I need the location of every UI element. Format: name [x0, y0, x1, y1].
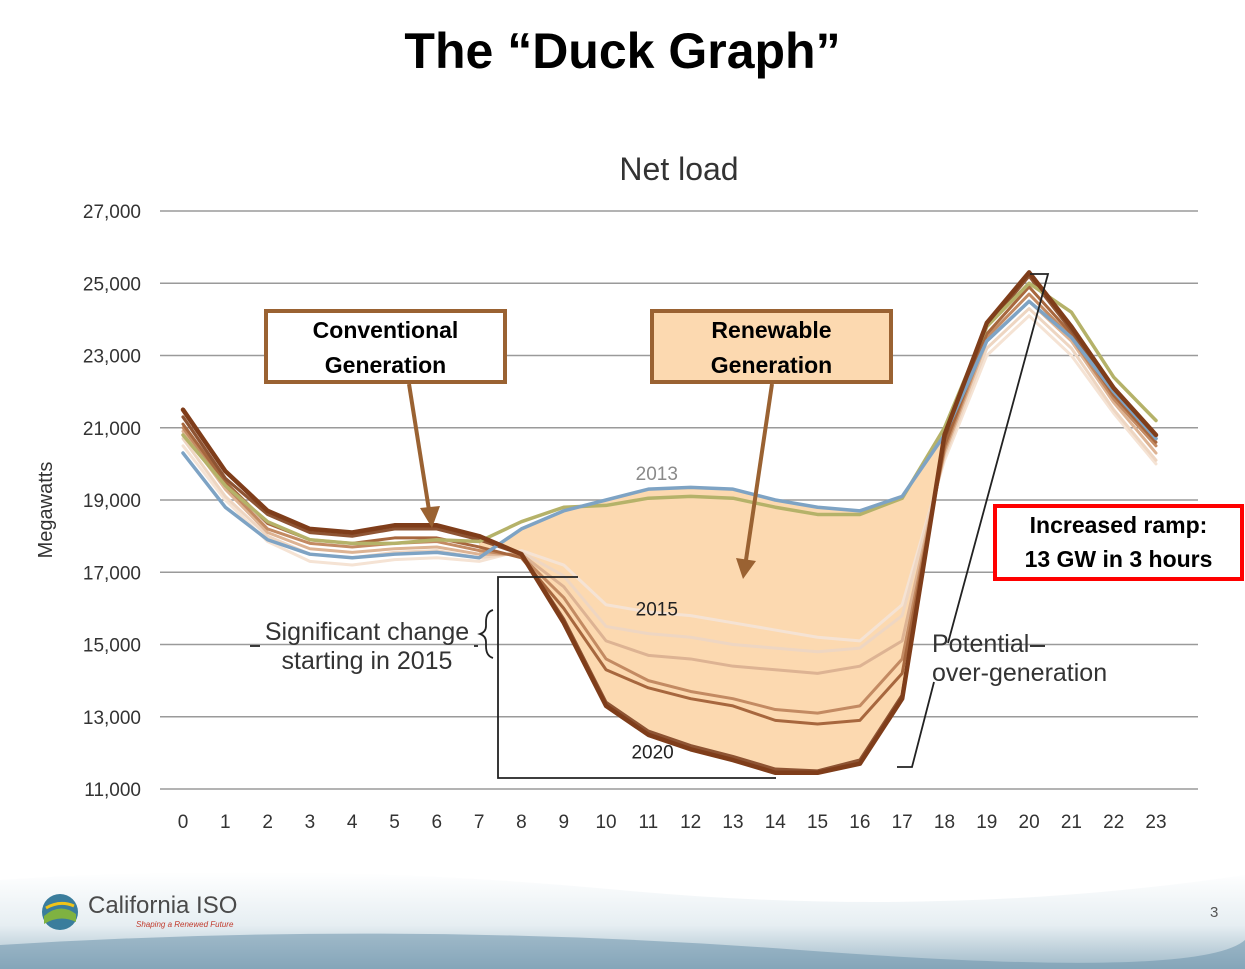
- y-tick-label: 21,000: [83, 419, 141, 440]
- series-lines: [180, 270, 1159, 775]
- x-tick-label: 6: [432, 812, 443, 833]
- ramp-callout-line1: Increased ramp:: [1029, 512, 1208, 538]
- renewable-callout-line1: Renewable: [711, 317, 832, 343]
- y-tick-label: 11,000: [84, 780, 141, 801]
- increased-ramp-callout: Increased ramp: 13 GW in 3 hours: [993, 504, 1244, 581]
- significant-change-bracket: [497, 576, 776, 779]
- x-axis-ticks: 0 1 2 3 4 5 6 7 8 9 10 11 12 13 14 15 16 17 18 19 20 21 22 23: [178, 812, 1167, 833]
- x-tick-label: 23: [1145, 812, 1166, 833]
- renewable-arrow-head: [736, 558, 756, 579]
- conventional-arrow-line: [407, 383, 431, 511]
- x-tick-label: 20: [1019, 812, 1040, 833]
- x-tick-label: 19: [976, 812, 997, 833]
- conventional-arrow-head: [420, 506, 440, 528]
- annotation-brackets: [250, 273, 1050, 779]
- x-tick-label: 10: [595, 812, 616, 833]
- x-tick-label: 1: [220, 812, 231, 833]
- series-line: [181, 299, 1158, 560]
- page-number: 3: [1210, 904, 1219, 921]
- x-tick-label: 7: [474, 812, 485, 833]
- y-tick-label: 17,000: [83, 563, 141, 584]
- x-tick-label: 14: [765, 812, 787, 833]
- significant-change-label: Significant change: [265, 618, 469, 646]
- year-label: 2015: [636, 600, 678, 621]
- conventional-generation-callout: Conventional Generation: [264, 309, 507, 384]
- over-generation-bracket-lower: [897, 681, 935, 768]
- x-tick-label: 17: [892, 812, 913, 833]
- renewable-area: [479, 434, 945, 773]
- x-tick-label: 0: [178, 812, 189, 833]
- x-tick-label: 22: [1103, 812, 1124, 833]
- year-label: 2020: [631, 742, 673, 763]
- series-line: [180, 270, 1159, 775]
- y-axis-label: Megawatts: [35, 462, 57, 559]
- year-label: 2013: [636, 464, 678, 485]
- chart-title: Net load: [619, 151, 738, 187]
- logo-tagline: Shaping a Renewed Future: [136, 920, 234, 929]
- series-line: [181, 314, 1158, 643]
- conventional-callout-line1: Conventional: [312, 317, 459, 343]
- x-tick-label: 9: [558, 812, 569, 833]
- y-tick-label: 15,000: [83, 636, 141, 657]
- x-tick-label: 15: [807, 812, 828, 833]
- over-generation-label: Potential: [932, 630, 1029, 658]
- renewable-callout-line2: Generation: [710, 352, 833, 378]
- x-tick-label: 18: [934, 812, 955, 833]
- x-tick-label: 5: [389, 812, 400, 833]
- conventional-callout-line2: Generation: [324, 352, 447, 378]
- y-tick-label: 25,000: [83, 274, 141, 295]
- y-tick-label: 23,000: [83, 347, 141, 368]
- x-tick-label: 13: [722, 812, 743, 833]
- ramp-callout-line2: 13 GW in 3 hours: [1024, 546, 1213, 572]
- logo-globe-icon: [42, 894, 78, 930]
- over-generation-bracket: [947, 273, 1050, 644]
- footer-wave-band: [0, 872, 1245, 969]
- x-tick-label: 8: [516, 812, 527, 833]
- y-axis-ticks: 11,000 13,000 15,000 17,000 19,000 21,000 23,0…: [83, 202, 141, 801]
- renewable-arrow-line: [744, 383, 774, 561]
- logo-name: California ISO: [88, 892, 238, 919]
- callout-arrows: [407, 383, 774, 579]
- x-tick-label: 4: [347, 812, 358, 833]
- x-tick-label: 16: [849, 812, 870, 833]
- y-tick-label: 27,000: [83, 202, 141, 223]
- x-tick-label: 3: [305, 812, 316, 833]
- y-tick-label: 19,000: [83, 491, 141, 512]
- significant-change-brace: [477, 609, 494, 659]
- renewable-generation-callout: Renewable Generation: [650, 309, 893, 384]
- x-tick-label: 21: [1061, 812, 1082, 833]
- y-tick-label: 13,000: [83, 708, 141, 729]
- series-line: [181, 281, 1158, 546]
- over-generation-label: over-generation: [932, 659, 1107, 687]
- x-tick-label: 12: [680, 812, 701, 833]
- significant-change-label: starting in 2015: [282, 647, 453, 675]
- x-tick-label: 11: [638, 812, 658, 833]
- series-line: [181, 292, 1158, 715]
- california-iso-logo: California ISO Shaping a Renewed Future: [40, 888, 250, 933]
- x-tick-label: 2: [262, 812, 273, 833]
- slide-title: The “Duck Graph”: [404, 23, 841, 79]
